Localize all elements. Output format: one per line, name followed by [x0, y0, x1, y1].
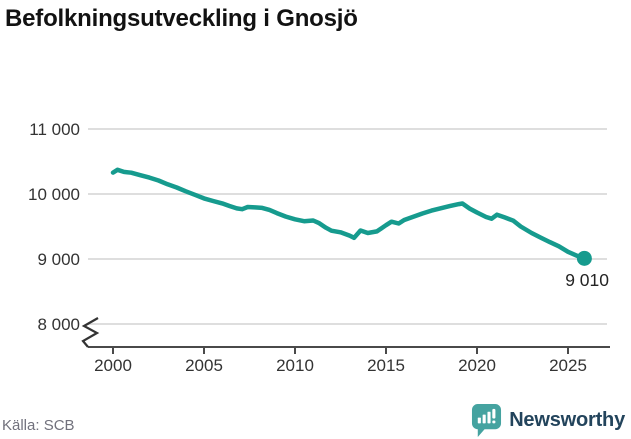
y-tick-label: 9 000: [37, 250, 80, 269]
chart-title: Befolkningsutveckling i Gnosjö: [5, 5, 358, 32]
axis-break-icon: [81, 317, 100, 348]
source-note: Källa: SCB: [2, 417, 75, 434]
x-tick-label: 2005: [185, 356, 223, 375]
end-value-label: 9 010: [565, 270, 609, 290]
x-tick-label: 2010: [276, 356, 314, 375]
brand-wordmark: Newsworthy: [509, 408, 625, 431]
end-point-marker: [576, 250, 592, 266]
y-tick-label: 8 000: [37, 315, 80, 334]
y-tick-label: 10 000: [28, 185, 80, 204]
x-tick-label: 2020: [458, 356, 496, 375]
x-tick-label: 2015: [367, 356, 405, 375]
x-tick-label: 2025: [549, 356, 587, 375]
newsworthy-brand: Newsworthy: [471, 403, 625, 437]
x-tick-label: 2000: [94, 356, 132, 375]
newsworthy-logo-icon: [472, 404, 502, 437]
population-line: [110, 167, 587, 261]
y-tick-label: 11 000: [29, 120, 80, 139]
